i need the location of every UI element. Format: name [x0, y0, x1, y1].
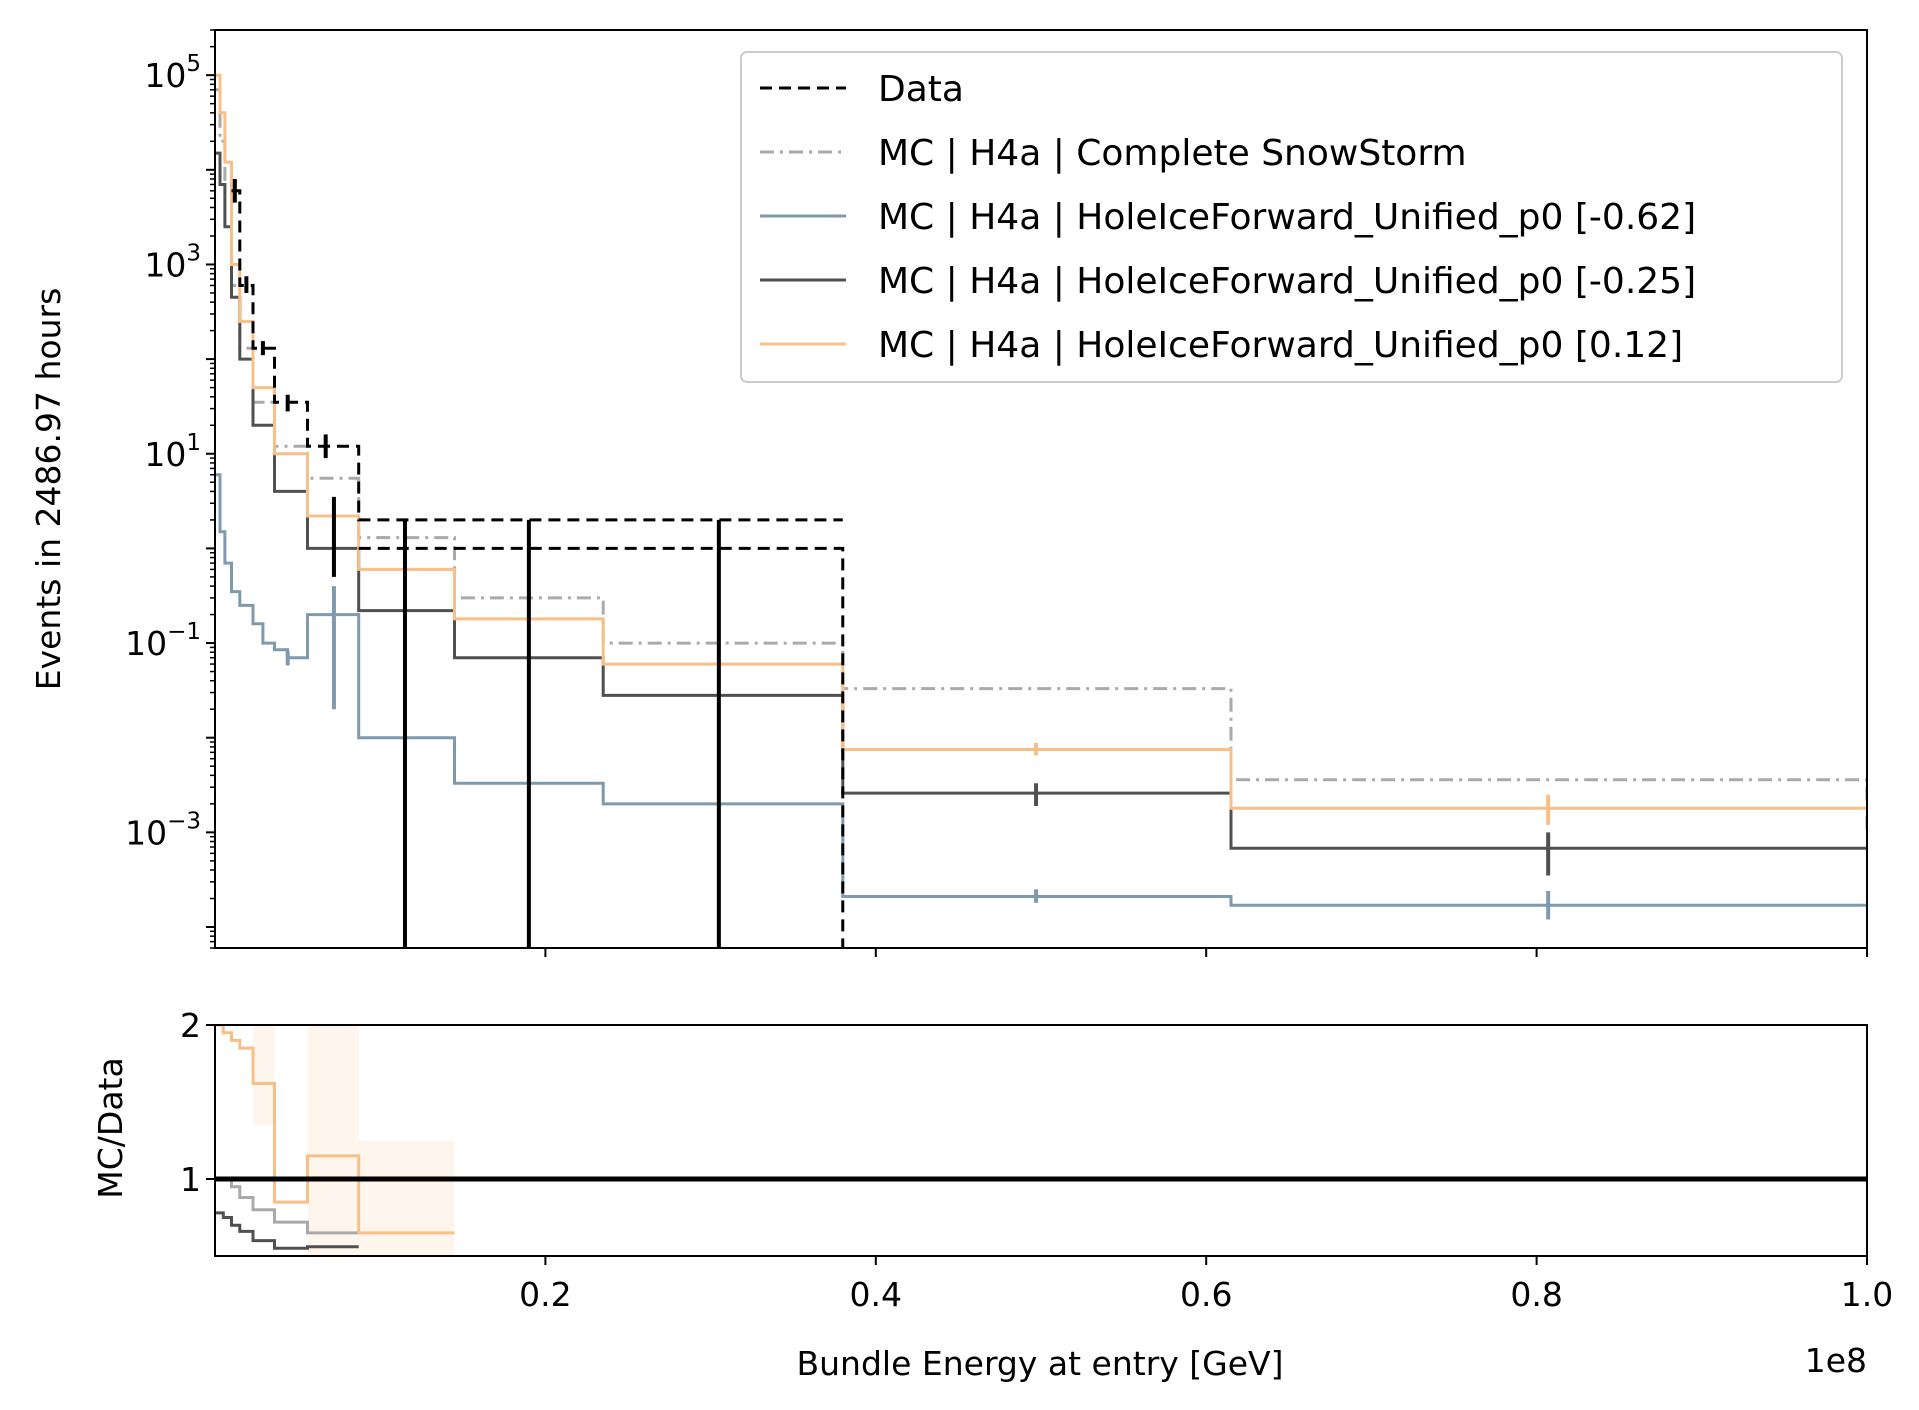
series-line-data: [231, 189, 843, 522]
legend-label-mc-h4a-holeiceforward-unified-p0-0-62: MC | H4a | HoleIceForward_Unified_p0 [-0…: [878, 197, 1696, 238]
ratio-line-mc-h4a-holeiceforward-unified-p0-0-12: [215, 1025, 455, 1235]
main-y-axis-label: Events in 2486.97 hours: [29, 288, 68, 691]
main-plot-frame: [214, 29, 1868, 949]
legend-label-mc-h4a-complete-snowstorm: MC | H4a | Complete SnowStorm: [878, 133, 1467, 174]
ratio-y-tick-label-1: 2: [180, 1006, 201, 1045]
main-y-axis: 105 103 101 10−1 10−3: [125, 29, 215, 949]
series-line-mc-h4a-holeiceforward-unified-p0-0-62: [215, 473, 1867, 907]
legend: Data MC | H4a | Complete SnowStorm MC | H4…: [740, 51, 1843, 383]
x-axis-label: Bundle Energy at entry [GeV]: [797, 1344, 1284, 1383]
series-line-mc-h4a-holeiceforward-unified-p0-0-12: [215, 73, 1867, 810]
ratio-x-axis: 0.2 0.4 0.6 0.8 1.0: [519, 1256, 1893, 1314]
ratio-band-mc-h4a-holeiceforward-unified-p0-0-12-2: [358, 1140, 455, 1256]
ratio-band-mc-h4a-holeiceforward-unified-p0-0-12-0: [252, 1025, 275, 1126]
x-tick-label-4: 1.0: [1841, 1275, 1893, 1314]
main-y-tick-label-1: 103: [144, 240, 201, 284]
main-y-tick-label-4: 10−3: [125, 808, 201, 852]
legend-label-mc-h4a-holeiceforward-unified-p0-0-25: MC | H4a | HoleIceForward_Unified_p0 [-0…: [878, 261, 1696, 302]
legend-box: [740, 51, 1843, 383]
main-x-axis-ticks: [544, 948, 1868, 957]
ratio-plot-frame: [214, 1024, 1868, 1257]
x-axis-offset-label: 1e8: [1805, 1341, 1867, 1380]
x-tick-label-1: 0.4: [850, 1275, 902, 1314]
main-y-tick-label-3: 10−1: [125, 619, 201, 663]
ratio-y-axis: 12: [180, 1006, 215, 1199]
ratio-line-mc-h4a-holeiceforward-unified-p0-0-25: [215, 1211, 359, 1250]
ratio-y-tick-label-0: 1: [180, 1160, 201, 1199]
ratio-plot-panel: 12 0.2 0.4 0.6 0.8 1.0 MC/Data Bundle Energy…: [91, 1006, 1893, 1383]
series-tail-data: [358, 546, 845, 948]
main-plot-panel: 105 103 101 10−1 10−3 Events in 2486.97 hour…: [29, 29, 1868, 957]
x-tick-label-0: 0.2: [519, 1275, 571, 1314]
ratio-band-mc-h4a-holeiceforward-unified-p0-0-12-1: [307, 1025, 359, 1256]
main-y-tick-label-2: 101: [144, 430, 201, 474]
series-line-mc-h4a-holeiceforward-unified-p0-0-25: [215, 151, 1867, 850]
ratio-series-group: [215, 1025, 1867, 1256]
legend-label-data: Data: [878, 69, 964, 110]
x-tick-label-2: 0.6: [1180, 1275, 1232, 1314]
ratio-line-mc-h4a-complete-snowstorm: [215, 1177, 359, 1235]
legend-label-mc-h4a-holeiceforward-unified-p0-0-12: MC | H4a | HoleIceForward_Unified_p0 [0.…: [878, 325, 1683, 366]
ratio-y-axis-label: MC/Data: [91, 1057, 130, 1198]
main-series-group: [215, 73, 1867, 948]
main-y-tick-label-0: 105: [144, 51, 201, 95]
x-tick-label-3: 0.8: [1510, 1275, 1562, 1314]
